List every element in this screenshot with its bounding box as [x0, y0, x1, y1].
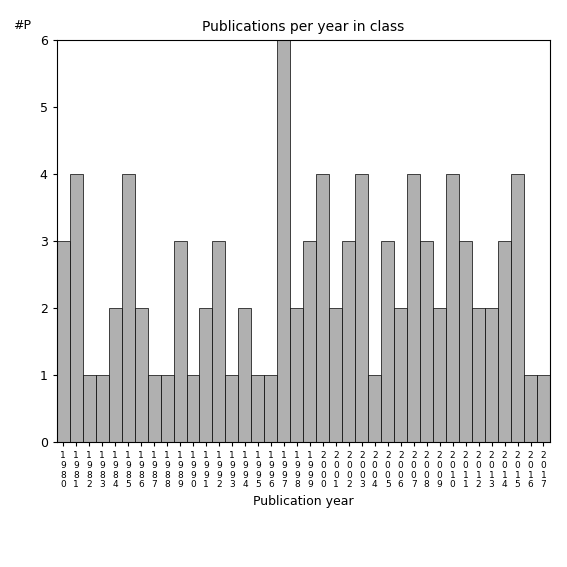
- Bar: [329, 308, 342, 442]
- Bar: [70, 174, 83, 442]
- Bar: [368, 375, 381, 442]
- Bar: [342, 241, 356, 442]
- Bar: [264, 375, 277, 442]
- Bar: [277, 40, 290, 442]
- Bar: [459, 241, 472, 442]
- Bar: [109, 308, 121, 442]
- Bar: [511, 174, 524, 442]
- Bar: [420, 241, 433, 442]
- Bar: [316, 174, 329, 442]
- Bar: [96, 375, 109, 442]
- Bar: [485, 308, 498, 442]
- Y-axis label: #P: #P: [13, 19, 31, 32]
- Bar: [446, 174, 459, 442]
- Bar: [537, 375, 550, 442]
- Title: Publications per year in class: Publications per year in class: [202, 20, 404, 35]
- Bar: [187, 375, 200, 442]
- Bar: [134, 308, 147, 442]
- Bar: [121, 174, 134, 442]
- Bar: [213, 241, 226, 442]
- Bar: [200, 308, 213, 442]
- Bar: [147, 375, 160, 442]
- Bar: [498, 241, 511, 442]
- Bar: [226, 375, 239, 442]
- Bar: [174, 241, 187, 442]
- Bar: [251, 375, 264, 442]
- X-axis label: Publication year: Publication year: [253, 495, 354, 508]
- Bar: [472, 308, 485, 442]
- Bar: [407, 174, 420, 442]
- Bar: [524, 375, 537, 442]
- Bar: [160, 375, 174, 442]
- Bar: [394, 308, 407, 442]
- Bar: [381, 241, 394, 442]
- Bar: [83, 375, 96, 442]
- Bar: [433, 308, 446, 442]
- Bar: [303, 241, 316, 442]
- Bar: [290, 308, 303, 442]
- Bar: [356, 174, 368, 442]
- Bar: [57, 241, 70, 442]
- Bar: [239, 308, 251, 442]
